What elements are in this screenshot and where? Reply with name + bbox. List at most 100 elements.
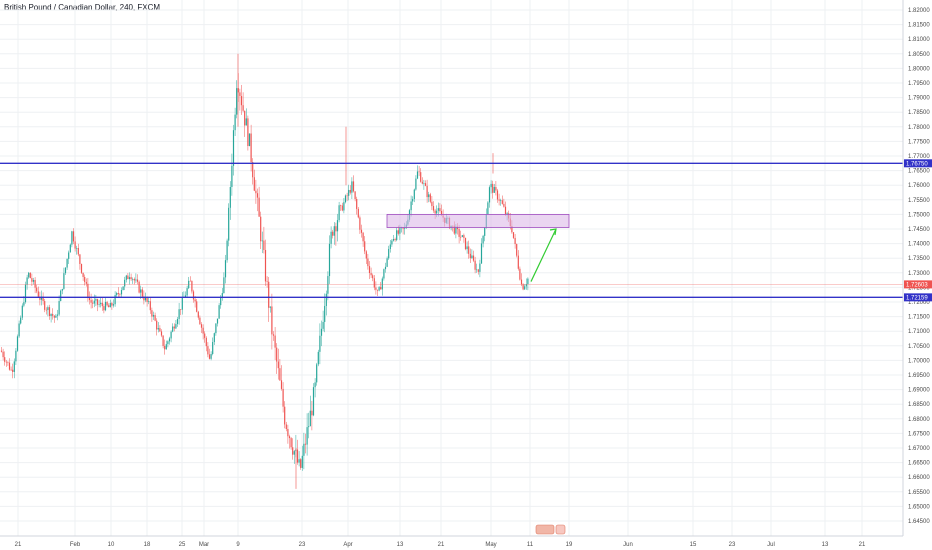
candle-up <box>114 295 116 305</box>
y-tick-label: 1.71500 <box>908 315 930 321</box>
candle-up <box>178 309 180 319</box>
candle-up <box>26 277 28 285</box>
event-icons[interactable] <box>535 524 566 535</box>
grid-layer <box>0 0 903 536</box>
candle-down <box>194 299 196 302</box>
candle-up <box>324 305 326 322</box>
candle-down <box>42 296 44 302</box>
candle-up <box>312 387 315 416</box>
candle-down <box>288 436 291 439</box>
candle-down <box>264 249 267 282</box>
event-flag-uk-icon[interactable] <box>535 524 555 535</box>
resistance-zone-rectangle[interactable] <box>386 213 570 228</box>
candle-up <box>236 88 238 115</box>
candle-up <box>399 227 401 234</box>
candle-up <box>40 296 43 300</box>
y-tick-label: 1.77000 <box>908 154 930 160</box>
candle-up <box>95 299 97 301</box>
candle-up <box>100 302 102 305</box>
candle-down <box>365 251 367 259</box>
candle-up <box>32 280 35 282</box>
candle-down <box>199 317 201 325</box>
candle-up <box>317 351 319 365</box>
x-tick-label: 11 <box>527 542 534 548</box>
candle-down <box>439 208 441 212</box>
candle-down <box>162 335 164 346</box>
candle-down <box>356 198 358 209</box>
candle-down <box>96 299 99 305</box>
candle-up <box>484 227 486 236</box>
candle-up <box>490 183 492 188</box>
projection-arrow[interactable] <box>530 228 557 282</box>
candle-up <box>63 273 65 289</box>
y-tick-label: 1.76000 <box>908 183 930 189</box>
candle-down <box>373 278 375 288</box>
candle-down <box>154 315 156 321</box>
candle-down <box>130 277 132 280</box>
candle-down <box>106 301 108 306</box>
candle-up <box>392 239 395 241</box>
candle-down <box>477 269 479 272</box>
candle-down <box>468 246 470 254</box>
candle-up <box>109 303 111 308</box>
candle-up <box>248 133 251 146</box>
y-tick-label: 1.77500 <box>908 139 930 145</box>
candle-up <box>24 284 27 303</box>
candle-up <box>333 226 335 236</box>
level-price-label: 1.76750 <box>906 161 928 167</box>
candle-down <box>463 235 465 238</box>
candle-down <box>284 406 286 425</box>
candle-up <box>389 244 391 250</box>
candle-down <box>360 229 363 233</box>
candle-down <box>453 225 455 234</box>
candle-up <box>316 364 318 383</box>
candle-down <box>420 172 422 182</box>
candle-down <box>146 297 148 302</box>
candle-up <box>479 263 481 272</box>
y-tick-label: 1.65000 <box>908 504 930 510</box>
x-tick-label: Jul <box>767 542 775 548</box>
x-tick-label: Feb <box>70 542 81 548</box>
candle-up <box>60 290 62 302</box>
candle-down <box>164 345 166 350</box>
event-flag-ca-icon[interactable] <box>555 524 566 535</box>
candle-up <box>135 279 137 281</box>
candle-down <box>192 291 195 300</box>
candle-up <box>157 328 159 330</box>
candle-up <box>124 279 126 287</box>
candle-up <box>210 354 212 359</box>
x-tick-label: 9 <box>236 542 240 548</box>
candle-up <box>168 338 171 342</box>
candle-down <box>285 424 287 429</box>
candle-up <box>336 220 339 232</box>
candle-down <box>44 301 46 310</box>
x-tick-label: 23 <box>729 542 736 548</box>
candle-down <box>354 191 356 199</box>
chart-title: British Pound / Canadian Dollar, 240, FX… <box>4 3 161 12</box>
candle-down <box>79 254 81 264</box>
candle-down <box>4 357 6 362</box>
candle-up <box>128 277 131 280</box>
candle-down <box>143 296 145 301</box>
level-price-badge <box>904 293 932 302</box>
y-tick-label: 1.80500 <box>908 52 930 58</box>
candle-up <box>165 344 167 350</box>
candle-down <box>2 351 4 358</box>
y-tick-label: 1.78000 <box>908 125 930 131</box>
candle-up <box>71 231 73 245</box>
candle-up <box>343 202 345 211</box>
candle-down <box>498 199 500 201</box>
candle-up <box>144 297 147 301</box>
candle-up <box>64 267 67 274</box>
candle-up <box>416 171 419 179</box>
candle-down <box>36 287 38 292</box>
candle-down <box>469 253 471 259</box>
candle-up <box>172 326 174 332</box>
y-tick-label: 1.81000 <box>908 37 930 43</box>
candle-up <box>344 195 347 203</box>
candle-down <box>72 231 75 242</box>
candle-down <box>5 361 7 363</box>
candle-down <box>276 347 278 362</box>
candle-down <box>39 296 41 300</box>
